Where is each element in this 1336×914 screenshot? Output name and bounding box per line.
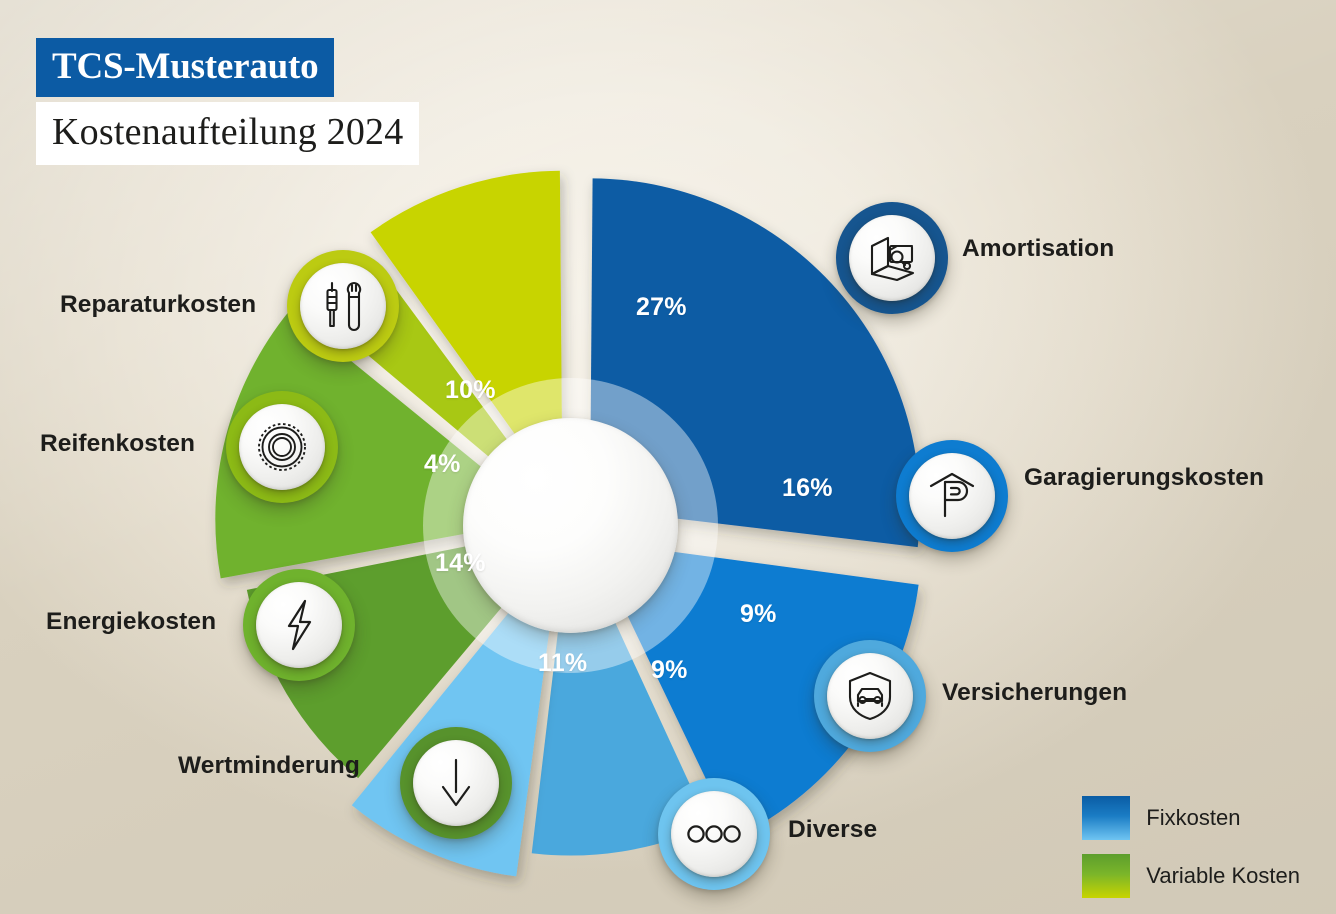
pct-label-reparaturkosten: 10% <box>445 376 496 404</box>
badge-garagierungskosten[interactable] <box>896 440 1008 552</box>
badge-label-amortisation: Amortisation <box>962 235 1115 262</box>
money-chart-decline-icon <box>870 236 915 282</box>
legend-swatch-fixkosten <box>1082 796 1131 840</box>
legend-label-fixkosten: Fixkosten <box>1146 805 1241 830</box>
three-dots-icon <box>687 825 741 843</box>
badge-wertminderung[interactable] <box>400 727 512 839</box>
pie-hub-center <box>463 418 678 633</box>
badge-inner-diverse <box>671 791 757 877</box>
badge-inner-amortisation <box>849 215 935 301</box>
badge-inner-versicherungen <box>827 653 913 739</box>
badge-energiekosten[interactable] <box>243 569 355 681</box>
badge-amortisation[interactable] <box>836 202 948 314</box>
page-title-main: TCS-Musterauto <box>36 38 335 97</box>
badge-reparaturkosten[interactable] <box>287 250 399 362</box>
legend-swatch-variable-kosten <box>1082 854 1131 898</box>
pie-slice-reparaturkosten[interactable] <box>370 170 563 501</box>
legend-item-variable-kosten: Variable Kosten <box>1082 854 1300 898</box>
legend-item-fixkosten: Fixkosten <box>1082 796 1300 840</box>
arrow-down-icon <box>441 758 471 807</box>
pie-slice-energiekosten[interactable] <box>215 310 546 579</box>
pie-slice-amortisation[interactable] <box>590 178 921 548</box>
tire-wheel-icon <box>258 423 306 471</box>
badge-diverse[interactable] <box>658 778 770 890</box>
pct-label-garagierungskosten: 16% <box>782 474 833 502</box>
badge-inner-reifenkosten <box>239 404 325 490</box>
pct-label-reifenkosten: 4% <box>424 450 461 478</box>
badge-label-versicherungen: Versicherungen <box>942 679 1128 706</box>
pct-label-energiekosten: 14% <box>435 549 486 577</box>
badge-reifenkosten[interactable] <box>226 391 338 503</box>
badge-label-garagierungskosten: Garagierungskosten <box>1024 464 1265 491</box>
legend-label-variable-kosten: Variable Kosten <box>1146 863 1300 888</box>
legend: Fixkosten Variable Kosten <box>1082 796 1300 898</box>
pct-label-amortisation: 27% <box>636 293 687 321</box>
pct-label-versicherungen: 9% <box>740 600 777 628</box>
title-block: TCS-Musterauto Kostenaufteilung 2024 <box>36 38 420 165</box>
badge-label-diverse: Diverse <box>788 816 878 843</box>
badge-inner-garagierungskosten <box>909 453 995 539</box>
pct-label-wertminderung: 11% <box>538 649 588 677</box>
page-title-sub: Kostenaufteilung 2024 <box>36 102 420 165</box>
lightning-bolt-icon <box>287 599 312 651</box>
badge-label-reparaturkosten: Reparaturkosten <box>60 291 257 318</box>
parking-garage-icon <box>929 472 975 518</box>
badge-inner-energiekosten <box>256 582 342 668</box>
badge-inner-reparaturkosten <box>300 263 386 349</box>
badge-label-wertminderung: Wertminderung <box>178 752 360 779</box>
screwdriver-wrench-icon <box>326 281 362 331</box>
shield-car-icon <box>848 671 892 721</box>
badge-versicherungen[interactable] <box>814 640 926 752</box>
badge-inner-wertminderung <box>413 740 499 826</box>
badge-label-energiekosten: Energiekosten <box>46 608 217 635</box>
badge-label-reifenkosten: Reifenkosten <box>40 430 196 457</box>
pie-slice-garagierungskosten[interactable] <box>591 540 919 839</box>
pct-label-diverse: 9% <box>651 656 688 684</box>
